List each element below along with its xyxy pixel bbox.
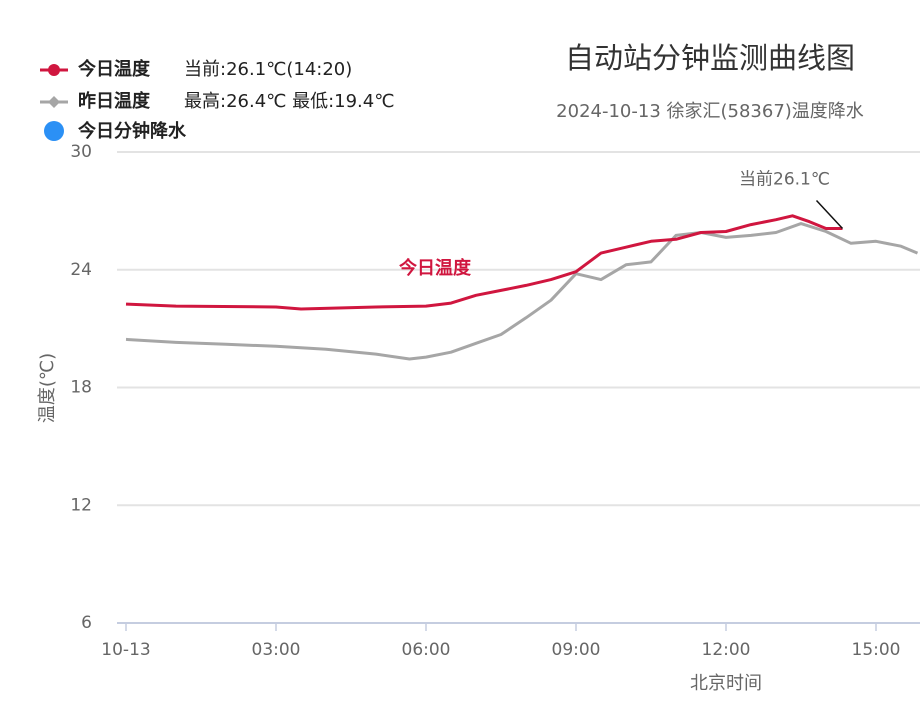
- y-axis-label: 温度(℃): [37, 353, 58, 423]
- y-tick-label: 24: [70, 260, 92, 280]
- legend-label: 昨日温度: [78, 90, 151, 112]
- y-tick-label: 18: [70, 378, 92, 398]
- legend-note: 当前:26.1℃(14:20): [184, 59, 352, 80]
- legend-label: 今日温度: [78, 58, 151, 80]
- legend-marker: [44, 121, 64, 141]
- legend-marker: [48, 64, 60, 76]
- x-tick-label: 10-13: [101, 640, 150, 660]
- x-tick-label: 06:00: [402, 640, 451, 660]
- series-line: [125, 222, 919, 361]
- plot-area: [125, 214, 919, 361]
- x-tick-label: 15:00: [852, 640, 901, 660]
- series-line: [125, 214, 843, 311]
- x-tick-label: 12:00: [702, 640, 751, 660]
- legend-marker: [48, 96, 60, 108]
- annotation-arrow: [815, 200, 844, 230]
- x-tick-label: 09:00: [552, 640, 601, 660]
- chart-subtitle: 2024-10-13 徐家汇(58367)温度降水: [556, 101, 864, 122]
- chart-title: 自动站分钟监测曲线图: [565, 41, 855, 75]
- x-axis-label: 北京时间: [690, 673, 762, 694]
- x-tick-label: 03:00: [252, 640, 301, 660]
- annotation: 当前26.1℃: [739, 170, 830, 190]
- legend-note: 最高:26.4℃ 最低:19.4℃: [184, 91, 394, 112]
- y-tick-label: 6: [81, 613, 92, 633]
- y-tick-label: 30: [70, 142, 92, 162]
- legend-label: 今日分钟降水: [78, 120, 187, 142]
- series-label: 今日温度: [399, 257, 472, 279]
- y-tick-label: 12: [70, 495, 92, 515]
